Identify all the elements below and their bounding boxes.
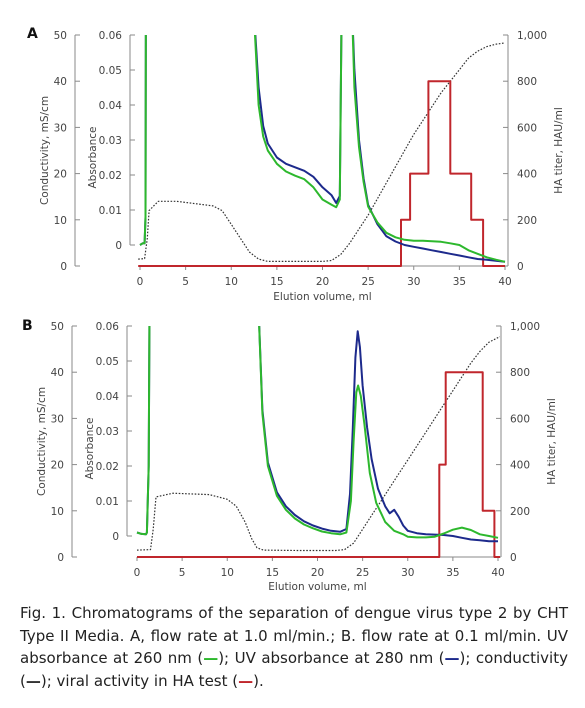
ha-tick-label: 200 — [517, 215, 537, 227]
absorbance-tick-label: 0.06 — [99, 30, 123, 42]
caption-text-2: ); UV absorbance at 280 nm ( — [218, 649, 445, 667]
x-axis-label: Elution volume, ml — [273, 291, 371, 303]
absorbance-axis-label: Absorbance — [87, 126, 99, 188]
ha-axis-label: HA titer, HAU/ml — [553, 107, 565, 193]
x-tick-label: 20 — [316, 276, 329, 288]
ha-series-line — [138, 80, 505, 267]
ha-tick-label: 600 — [517, 122, 537, 134]
ha-tick-label: 800 — [517, 76, 537, 88]
ha-tick-label: 200 — [510, 506, 530, 518]
ha-axis-label: HA titer, HAU/ml — [546, 398, 558, 484]
conductivity-tick-label: 30 — [54, 122, 67, 134]
x-tick-label: 15 — [266, 567, 279, 579]
x-tick-label: 0 — [137, 276, 144, 288]
ha-tick-label: 1,000 — [510, 321, 540, 333]
x-tick-label: 20 — [311, 567, 324, 579]
absorbance-tick-label: 0 — [112, 531, 119, 543]
ha-tick-label: 800 — [510, 367, 530, 379]
conductivity-tick-label: 40 — [54, 76, 67, 88]
legend-key-uv260: — — [203, 649, 219, 667]
uv280-series-line — [136, 326, 498, 543]
legend-key-uv280: — — [444, 649, 460, 667]
x-tick-label: 35 — [453, 276, 466, 288]
ha-tick-label: 400 — [517, 169, 537, 181]
ha-tick-label: 1,000 — [517, 30, 547, 42]
conductivity-axis-label: Conductivity, mS/cm — [36, 387, 48, 496]
plot-area — [138, 35, 506, 267]
x-tick-label: 25 — [356, 567, 369, 579]
x-tick-label: 15 — [270, 276, 283, 288]
x-tick-label: 0 — [134, 567, 141, 579]
absorbance-tick-label: 0.03 — [99, 135, 122, 147]
conductivity-axis-label: Conductivity, mS/cm — [39, 96, 51, 205]
absorbance-tick-label: 0.02 — [96, 461, 119, 473]
conductivity-tick-label: 20 — [54, 169, 67, 181]
absorbance-tick-label: 0.04 — [96, 391, 120, 403]
x-tick-label: 10 — [225, 276, 238, 288]
caption-text-5: ). — [253, 671, 264, 690]
panel-a-chart: A 0 5 10 15 20 25 30 35 40 Elution volume, ml 0 10 20… — [27, 26, 565, 303]
plot-area — [136, 326, 500, 558]
absorbance-tick-label: 0.03 — [96, 426, 119, 438]
conductivity-tick-label: 50 — [54, 30, 67, 42]
x-tick-label: 5 — [179, 567, 186, 579]
caption-text-3: ); conductivity ( — [20, 649, 568, 690]
absorbance-tick-label: 0.05 — [96, 356, 119, 368]
x-tick-label: 40 — [491, 567, 504, 579]
x-tick-label: 30 — [407, 276, 420, 288]
ha-tick-label: 400 — [510, 460, 530, 472]
figure-caption: Fig. 1. Chromatograms of the separation … — [20, 602, 568, 692]
absorbance-tick-label: 0.06 — [96, 321, 120, 333]
panel-label: A — [27, 26, 38, 42]
legend-key-conductivity: — — [25, 671, 41, 690]
conductivity-series-line — [136, 336, 500, 552]
caption-text-1: Fig. 1. Chromatograms of the separation … — [20, 604, 568, 667]
ha-tick-label: 600 — [510, 413, 530, 425]
chromatogram-figure: A 0 5 10 15 20 25 30 35 40 Elution volume, ml 0 10 20… — [22, 26, 565, 593]
ha-tick-label: 0 — [510, 552, 517, 564]
ha-series-line — [137, 371, 500, 558]
conductivity-tick-label: 50 — [51, 321, 64, 333]
uv260-series-line — [136, 326, 499, 539]
absorbance-tick-label: 0.01 — [99, 205, 122, 217]
x-tick-label: 40 — [498, 276, 511, 288]
conductivity-tick-label: 40 — [51, 367, 64, 379]
conductivity-tick-label: 30 — [51, 413, 64, 425]
absorbance-tick-label: 0.04 — [99, 100, 123, 112]
absorbance-axis-label: Absorbance — [84, 417, 96, 479]
panel-b-chart: B 0 5 10 15 20 25 30 35 40 Elution volume, ml 0 10 20… — [22, 318, 558, 593]
ha-tick-label: 0 — [517, 261, 524, 273]
caption-text-4: ); viral activity in HA test ( — [40, 671, 239, 690]
x-axis-label: Elution volume, ml — [268, 581, 366, 593]
x-tick-label: 35 — [446, 567, 459, 579]
conductivity-tick-label: 0 — [60, 261, 67, 273]
absorbance-tick-label: 0.01 — [96, 496, 119, 508]
absorbance-tick-label: 0.05 — [99, 65, 122, 77]
conductivity-tick-label: 10 — [51, 506, 64, 518]
x-tick-label: 10 — [221, 567, 234, 579]
absorbance-tick-label: 0.02 — [99, 170, 122, 182]
panel-label: B — [22, 318, 33, 334]
uv280-series-line — [139, 35, 506, 263]
x-tick-label: 25 — [361, 276, 374, 288]
x-tick-label: 30 — [401, 567, 414, 579]
uv260-series-line — [139, 35, 506, 263]
conductivity-tick-label: 20 — [51, 460, 64, 472]
legend-key-ha: — — [238, 671, 254, 690]
conductivity-tick-label: 0 — [57, 552, 64, 564]
conductivity-tick-label: 10 — [54, 215, 67, 227]
conductivity-series-line — [138, 42, 506, 262]
absorbance-tick-label: 0 — [115, 240, 122, 252]
x-tick-label: 5 — [182, 276, 189, 288]
